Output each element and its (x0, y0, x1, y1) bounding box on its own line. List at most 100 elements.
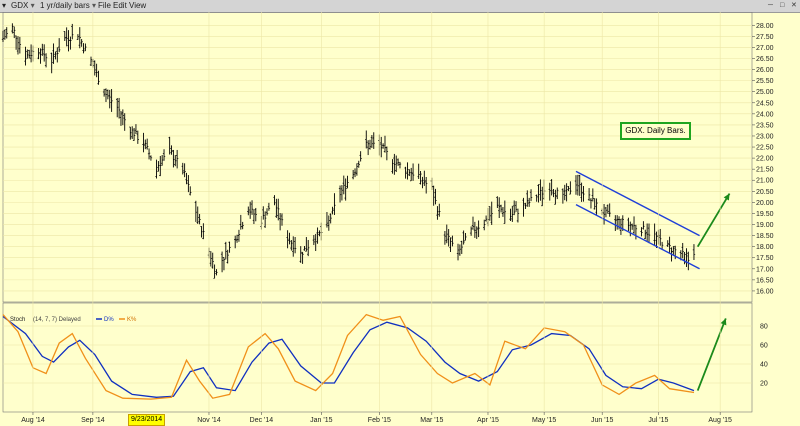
price-bar (1, 30, 5, 43)
price-bar (471, 216, 475, 230)
price-bar (301, 251, 304, 264)
legend-d-label: D% (104, 317, 114, 323)
price-bar (683, 251, 686, 265)
price-bar (565, 183, 568, 202)
price-bar (346, 175, 349, 189)
price-bar (499, 204, 503, 213)
price-bar (351, 169, 355, 180)
price-bar (286, 230, 289, 249)
price-bar (277, 198, 280, 221)
price-tick-label: 27.00 (756, 45, 774, 52)
price-bar (69, 36, 72, 50)
price-bar (303, 246, 306, 251)
price-bar (647, 223, 651, 244)
price-bar (293, 237, 297, 254)
price-frame (2, 12, 753, 303)
price-bar (14, 35, 18, 50)
price-bar (110, 89, 113, 112)
price-bar (235, 234, 239, 243)
price-bar (380, 136, 383, 158)
symbol-selector[interactable]: GDX (11, 1, 35, 11)
price-bar (469, 226, 473, 236)
stoch-tick-label: 80 (760, 324, 768, 331)
price-bar (552, 188, 555, 198)
price-bar (569, 181, 572, 195)
stoch-panel: 20 40 60 80 (2, 302, 768, 413)
price-bar (385, 146, 389, 161)
price-bar (273, 195, 276, 206)
price-bar (473, 221, 477, 238)
menu-edit[interactable]: Edit (113, 1, 127, 10)
minimize-icon[interactable]: ─ (768, 2, 773, 9)
price-bar (464, 232, 467, 241)
price-bar (275, 198, 278, 218)
price-bar (136, 130, 140, 144)
x-tick-label: Feb '15 (368, 417, 391, 424)
price-bar (368, 139, 372, 150)
price-bar (327, 215, 331, 231)
price-bar (527, 197, 531, 207)
price-tick-label: 21.50 (756, 167, 774, 174)
price-bar (5, 27, 8, 39)
price-bar (438, 203, 441, 217)
price-bar (97, 70, 100, 85)
price-bar (28, 49, 31, 59)
price-bar (589, 198, 593, 209)
price-bar (410, 167, 413, 182)
price-tick-label: 20.50 (756, 189, 774, 196)
price-bar (357, 160, 360, 168)
price-bar (411, 163, 415, 181)
price-bar (634, 224, 638, 240)
price-bar (509, 208, 512, 222)
price-bar (329, 213, 332, 224)
price-bar (52, 43, 55, 64)
price-bar (123, 113, 126, 131)
price-bar (629, 221, 632, 237)
price-bar (224, 241, 228, 260)
period-selector[interactable]: 1 yr/daily bars (40, 1, 96, 11)
price-bar (314, 233, 317, 252)
price-bar (462, 230, 465, 245)
menu-view[interactable]: View (129, 1, 147, 10)
price-bar (456, 243, 460, 261)
price-bar (42, 44, 46, 62)
price-bar (602, 204, 606, 225)
price-bar (668, 236, 671, 253)
menu-icon[interactable]: ▾ (2, 1, 7, 10)
price-tick-label: 21.00 (756, 178, 774, 185)
price-bar (496, 196, 499, 208)
price-bar (608, 203, 611, 217)
price-bar (408, 169, 411, 177)
price-bar (267, 202, 271, 211)
price-bar (131, 126, 134, 139)
price-bar (250, 200, 254, 215)
price-panel: 16.00 16.50 17.00 17.50 18.00 18.50 19.00 19.50… (1, 12, 774, 303)
price-bar (512, 200, 516, 216)
price-bar (449, 237, 452, 252)
legend-k-label: K% (127, 317, 137, 323)
price-bar (451, 235, 454, 247)
price-bar (89, 56, 93, 66)
price-bar (434, 188, 437, 205)
price-bar (305, 237, 308, 252)
price-bar (503, 200, 507, 224)
price-tick-label: 17.00 (756, 266, 774, 273)
close-icon[interactable]: ✕ (791, 2, 797, 9)
price-bar (144, 139, 147, 150)
price-bar (447, 229, 450, 247)
x-axis: Aug '14 Sep '14 Nov '14 Dec '14 Jan '15 Feb '… (21, 12, 732, 424)
price-bar (522, 197, 525, 217)
price-bar (220, 251, 224, 273)
price-bar (82, 43, 85, 54)
price-bar (537, 184, 540, 203)
price-bar (84, 43, 87, 52)
menu-file[interactable]: File (98, 1, 111, 10)
price-bar (288, 232, 291, 245)
price-bar (554, 189, 557, 205)
price-tick-label: 23.50 (756, 122, 774, 129)
restore-icon[interactable]: □ (780, 2, 785, 9)
price-bar (228, 241, 231, 253)
price-bar (483, 219, 486, 231)
price-bar (529, 189, 533, 202)
chart-annotation: GDX. Daily Bars. (620, 122, 691, 140)
